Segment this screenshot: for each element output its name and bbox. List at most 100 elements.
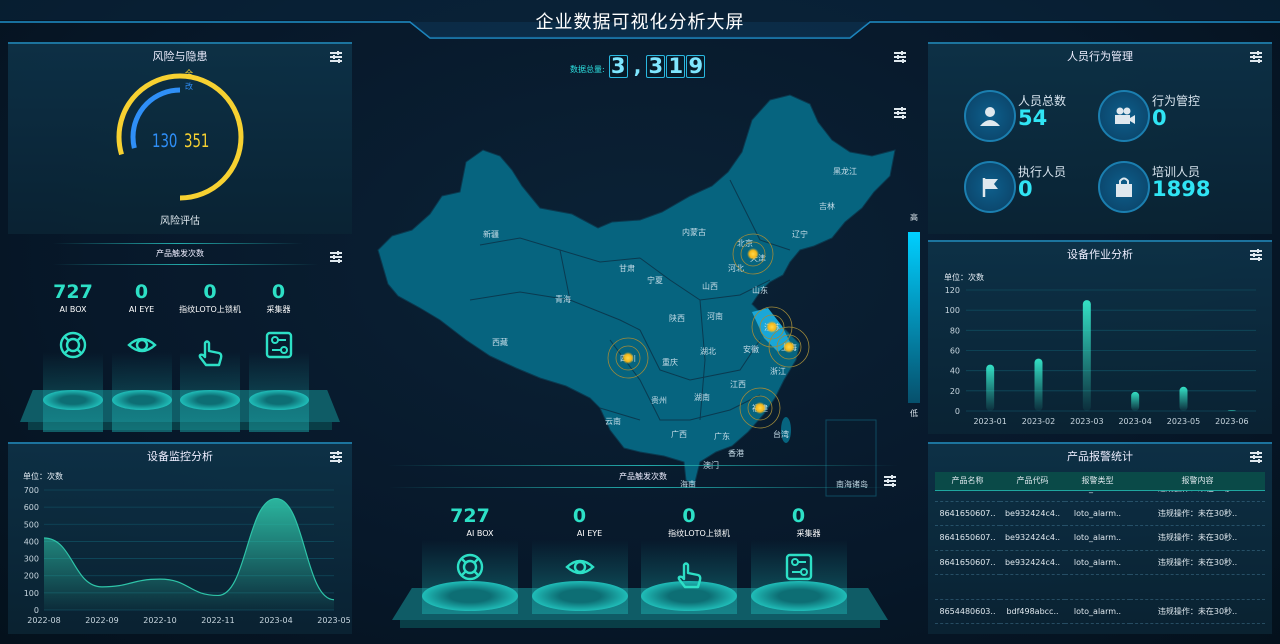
hotspot-marker[interactable] [768, 326, 810, 368]
hotspot-marker[interactable] [751, 306, 793, 348]
province-label[interactable]: 安徽 [743, 344, 759, 354]
table-row[interactable] [935, 574, 1265, 600]
table-cell [1065, 574, 1130, 600]
province-label[interactable]: 青海 [555, 294, 571, 304]
visual-map-legend[interactable] [908, 232, 920, 403]
province-label[interactable]: 宁夏 [647, 275, 663, 285]
province-label[interactable]: 江西 [730, 380, 746, 389]
settings-icon[interactable] [330, 50, 342, 63]
table-row[interactable]: 8654480603.. bdf498abcc.. loto_alarm.. 违规操作… [935, 599, 1265, 624]
settings-icon[interactable] [330, 250, 342, 263]
user-icon [980, 107, 1000, 126]
hotspot-marker[interactable] [732, 233, 774, 275]
province-label[interactable]: 陕西 [669, 313, 685, 323]
y-tick-label: 0 [34, 606, 39, 615]
province-label[interactable]: 西藏 [492, 337, 508, 347]
settings-icon[interactable] [884, 474, 896, 487]
pedestal [248, 390, 309, 410]
table-row[interactable]: 8641650607..be932424c4..loto_alarm..违规操作… [935, 490, 1265, 502]
province-label[interactable]: 广西 [671, 429, 687, 439]
product-stat[interactable]: 0 采集器 [759, 506, 839, 541]
total-value: 351 [184, 130, 210, 152]
y-tick-label: 60 [950, 347, 960, 356]
column-header[interactable]: 产品名称 [935, 472, 1000, 491]
taiwan[interactable] [781, 417, 791, 443]
pedestal [43, 390, 103, 410]
y-tick-label: 400 [24, 537, 39, 546]
bar[interactable] [986, 364, 995, 411]
pedestal [111, 390, 172, 410]
settings-icon[interactable] [1250, 450, 1262, 463]
province-label[interactable]: 云南 [605, 416, 621, 426]
risk-caption: 风险评估 [160, 216, 200, 227]
province-label[interactable]: 河北 [728, 263, 744, 273]
province-label[interactable]: 浙江 [770, 366, 786, 376]
province-label[interactable]: 台湾 [773, 429, 789, 439]
province-label[interactable]: 辽宁 [792, 229, 808, 239]
province-label[interactable]: 黑龙江 [833, 166, 857, 176]
bar[interactable] [1227, 409, 1236, 411]
province-label[interactable]: 重庆 [662, 357, 678, 367]
table-row[interactable]: 8641650607..be932424c4..loto_alarm..违规操作… [935, 525, 1265, 551]
product-label: 指纹LOTO上锁机 [179, 305, 241, 314]
province-label[interactable]: 贵州 [651, 395, 667, 405]
pedestal [422, 581, 518, 611]
product-stat[interactable]: 727 AI BOX [430, 506, 510, 541]
settings-icon[interactable] [1250, 50, 1262, 63]
table-row[interactable]: 8641650607..be932424c4..loto_alarm..违规操作… [935, 550, 1265, 575]
province-label[interactable]: 甘肃 [619, 263, 635, 273]
product-stat[interactable]: 0 指纹LOTO上锁机 [649, 506, 730, 541]
y-tick-label: 700 [24, 486, 39, 495]
people-stat-label: 人员总数 [1018, 94, 1067, 108]
province-label[interactable]: 新疆 [483, 229, 499, 239]
column-header[interactable]: 报警类型 [1065, 472, 1130, 491]
product-label: 指纹LOTO上锁机 [668, 529, 730, 538]
digit: 9 [686, 55, 706, 78]
table-cell: be932424c4.. [1000, 501, 1065, 526]
product-stat[interactable]: 727 AI BOX [33, 282, 113, 317]
alarm-table-wrap[interactable]: 产品名称 产品代码 报警类型 报警内容 8641650607.. be932424c4.… [935, 472, 1265, 634]
province-label[interactable]: 海南 [680, 479, 696, 489]
product-stat[interactable]: 0 指纹LOTO上锁机 [170, 282, 250, 317]
province-label[interactable]: 吉林 [819, 201, 835, 211]
column-header[interactable]: 报警内容 [1130, 472, 1265, 491]
province-label[interactable]: 内蒙古 [682, 227, 706, 237]
fixed-value: 130 [152, 130, 178, 152]
collector-icon [785, 553, 812, 581]
product-stat[interactable]: 0 AI EYE [102, 282, 182, 317]
x-tick-label: 2023-04 [1118, 417, 1151, 426]
province-label[interactable]: 山东 [752, 285, 768, 295]
bar[interactable] [1179, 386, 1188, 411]
bar[interactable] [1034, 358, 1043, 411]
hotspot-marker[interactable] [607, 337, 649, 379]
china-outline[interactable] [377, 94, 896, 487]
province-label[interactable]: 河南 [707, 311, 723, 321]
province-label[interactable]: 湖北 [700, 347, 716, 356]
header-frame [0, 0, 1280, 39]
province-label[interactable]: 天津 [750, 253, 766, 263]
table-cell: 违规操作：未在30秒.. [1130, 501, 1265, 526]
province-label[interactable]: 湖南 [694, 392, 710, 402]
settings-icon[interactable] [894, 50, 906, 63]
settings-icon[interactable] [330, 450, 342, 463]
province-label[interactable]: 山西 [702, 281, 718, 291]
settings-icon[interactable] [894, 106, 906, 119]
gauge-all-arc [116, 73, 244, 201]
table-row[interactable]: 8641650607..be932424c4..loto_alarm..违规操作… [935, 501, 1265, 526]
province-label[interactable]: 北京 [737, 238, 753, 248]
x-tick-label: 2023-04 [259, 616, 292, 625]
province-label[interactable]: 香港 [728, 448, 744, 458]
column-header[interactable]: 产品代码 [1000, 472, 1065, 491]
bar[interactable] [1131, 391, 1140, 411]
bar[interactable] [1082, 300, 1091, 411]
product-stat[interactable]: 0 AI EYE [540, 506, 620, 541]
pedestal [531, 581, 628, 611]
settings-icon[interactable] [1250, 248, 1262, 261]
hotspot-marker[interactable] [739, 387, 781, 429]
product-stat[interactable]: 0 采集器 [239, 282, 319, 317]
gauge-fixed-arc [130, 87, 230, 187]
lifebuoy-icon [59, 331, 87, 359]
products-panel-center: 产品触发次数 727 AI BOX 0 AI EYE 0 指纹LOTO上锁机 0… [388, 462, 898, 634]
province-label[interactable]: 广东 [714, 431, 730, 441]
